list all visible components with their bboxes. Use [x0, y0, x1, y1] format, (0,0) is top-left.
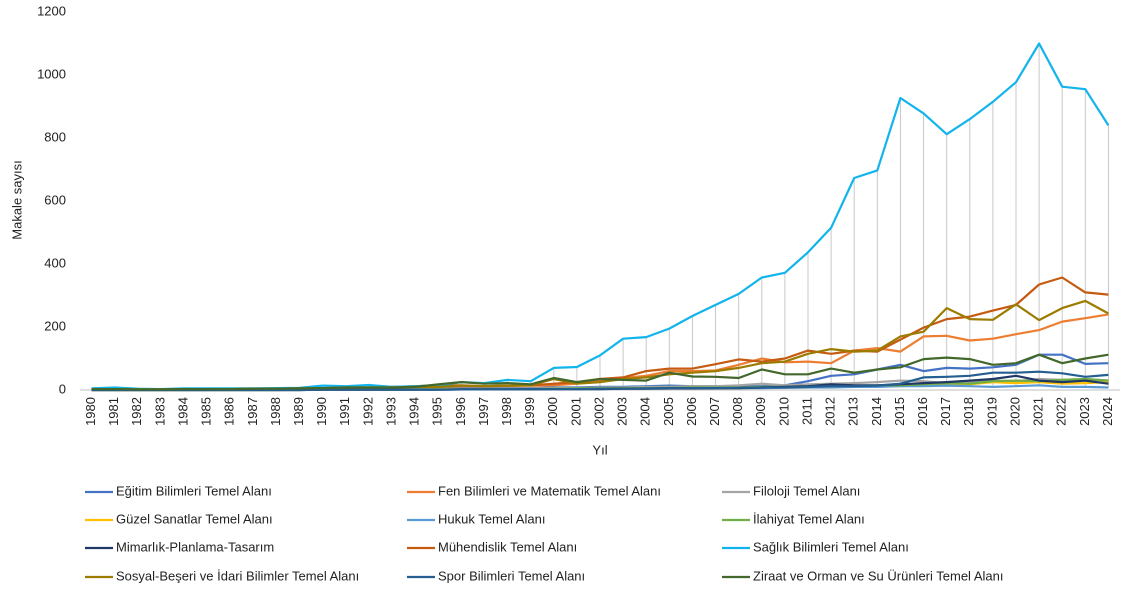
x-tick-label: 2004	[638, 397, 653, 426]
x-tick-label: 2003	[615, 397, 630, 426]
x-tick-label: 1992	[360, 397, 375, 426]
y-tick-label: 1200	[37, 3, 66, 18]
legend-label: Mühendislik Temel Alanı	[438, 539, 577, 554]
x-tick-label: 2023	[1077, 397, 1092, 426]
x-tick-label: 1989	[291, 397, 306, 426]
x-tick-label: 2014	[869, 397, 884, 426]
legend-label: Hukuk Temel Alanı	[438, 511, 545, 526]
x-tick-label: 2009	[753, 397, 768, 426]
x-tick-label: 2021	[1031, 397, 1046, 426]
x-tick-label: 2011	[799, 397, 814, 425]
x-tick-label: 2001	[568, 397, 583, 426]
x-tick-label: 2016	[915, 397, 930, 426]
legend-label: Sağlık Bilimleri Temel Alanı	[753, 539, 909, 554]
x-tick-label: 1991	[337, 397, 352, 426]
legend-label: Sosyal-Beşeri ve İdari Bilimler Temel Al…	[116, 568, 359, 583]
x-tick-label: 2000	[545, 397, 560, 426]
x-tick-label: 2017	[938, 397, 953, 426]
x-tick-label: 1998	[499, 397, 514, 426]
x-tick-label: 1996	[453, 397, 468, 426]
x-tick-label: 1985	[199, 397, 214, 426]
x-tick-label: 1982	[129, 397, 144, 426]
x-tick-label: 1981	[106, 397, 121, 426]
x-tick-label: 1984	[175, 397, 190, 426]
y-tick-label: 0	[59, 381, 66, 396]
series-line	[91, 370, 1109, 392]
x-tick-label: 2005	[661, 397, 676, 426]
x-tick-label: 2002	[591, 397, 606, 426]
x-tick-label: 1990	[314, 397, 329, 426]
x-tick-label: 2013	[846, 397, 861, 426]
legend-label: Güzel Sanatlar Temel Alanı	[116, 511, 273, 526]
x-tick-label: 1980	[83, 397, 98, 426]
x-tick-label: 2020	[1007, 397, 1022, 426]
y-tick-label: 800	[44, 129, 66, 144]
x-tick-label: 2010	[776, 397, 791, 426]
x-tick-label: 2006	[684, 397, 699, 426]
legend-label: Fen Bilimleri ve Matematik Temel Alanı	[438, 483, 661, 498]
x-tick-label: 1986	[222, 397, 237, 426]
legend-label: Ziraat ve Orman ve Su Ürünleri Temel Ala…	[753, 568, 1003, 583]
y-tick-label: 200	[44, 318, 66, 333]
x-tick-label: 2022	[1054, 397, 1069, 426]
x-tick-label: 1993	[383, 397, 398, 426]
x-tick-label: 2019	[984, 397, 999, 426]
x-tick-label: 2018	[961, 397, 976, 426]
legend-label: Eğitim Bilimleri Temel Alanı	[116, 483, 272, 498]
x-tick-label: 1995	[430, 397, 445, 426]
x-tick-label: 1983	[152, 397, 167, 426]
legend-label: Spor Bilimleri Temel Alanı	[438, 568, 585, 583]
y-tick-label: 400	[44, 255, 66, 270]
legend-label: Mimarlık-Planlama-Tasarım	[116, 539, 274, 554]
y-axis-title: Makale sayısı	[9, 160, 24, 239]
y-tick-label: 600	[44, 192, 66, 207]
series-line	[91, 353, 1109, 391]
x-tick-label: 2008	[730, 397, 745, 426]
x-tick-label: 1994	[407, 397, 422, 426]
x-tick-label: 1997	[476, 397, 491, 426]
x-tick-label: 1999	[522, 397, 537, 426]
x-tick-label: 2015	[892, 397, 907, 426]
x-tick-label: 2024	[1100, 397, 1115, 426]
x-tick-label: 2012	[823, 397, 838, 426]
x-tick-label: 1988	[268, 397, 283, 426]
x-tick-label: 1987	[245, 397, 260, 426]
x-axis-title: Yıl	[592, 442, 607, 457]
legend-label: İlahiyat Temel Alanı	[753, 511, 865, 526]
y-tick-label: 1000	[37, 66, 66, 81]
legend-label: Filoloji Temel Alanı	[753, 483, 860, 498]
x-tick-label: 2007	[707, 397, 722, 426]
